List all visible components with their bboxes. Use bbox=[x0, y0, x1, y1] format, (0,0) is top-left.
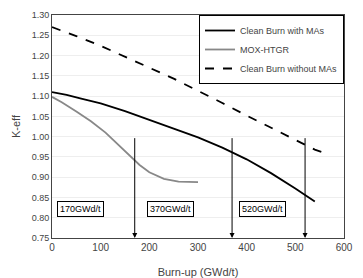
svg-text:0.80: 0.80 bbox=[32, 213, 50, 223]
svg-text:Clean Burn with MAs: Clean Burn with MAs bbox=[240, 26, 325, 36]
svg-text:0.90: 0.90 bbox=[32, 172, 50, 182]
svg-text:370GWd/t: 370GWd/t bbox=[150, 204, 191, 214]
svg-text:1.25: 1.25 bbox=[32, 30, 50, 40]
svg-text:170GWd/t: 170GWd/t bbox=[60, 204, 101, 214]
svg-text:1.10: 1.10 bbox=[32, 91, 50, 101]
svg-text:1.05: 1.05 bbox=[32, 112, 50, 122]
svg-text:0.95: 0.95 bbox=[32, 152, 50, 162]
svg-text:200: 200 bbox=[141, 242, 158, 253]
svg-text:0.75: 0.75 bbox=[32, 233, 50, 243]
svg-text:0: 0 bbox=[49, 242, 55, 253]
svg-text:400: 400 bbox=[238, 242, 255, 253]
svg-text:0.85: 0.85 bbox=[32, 193, 50, 203]
svg-text:K-eff: K-eff bbox=[10, 114, 22, 138]
svg-text:600: 600 bbox=[336, 242, 353, 253]
svg-text:MOX-HTGR: MOX-HTGR bbox=[240, 45, 289, 55]
svg-text:1.15: 1.15 bbox=[32, 71, 50, 81]
svg-text:Clean Burn without MAs: Clean Burn without MAs bbox=[240, 64, 337, 74]
svg-text:1.00: 1.00 bbox=[32, 132, 50, 142]
svg-text:500: 500 bbox=[287, 242, 304, 253]
svg-text:1.20: 1.20 bbox=[32, 51, 50, 61]
svg-text:300: 300 bbox=[190, 242, 207, 253]
svg-text:100: 100 bbox=[92, 242, 109, 253]
svg-text:1.30: 1.30 bbox=[32, 10, 50, 20]
svg-text:Burn-up (GWd/t): Burn-up (GWd/t) bbox=[158, 266, 239, 278]
svg-text:520GWd/t: 520GWd/t bbox=[242, 204, 283, 214]
